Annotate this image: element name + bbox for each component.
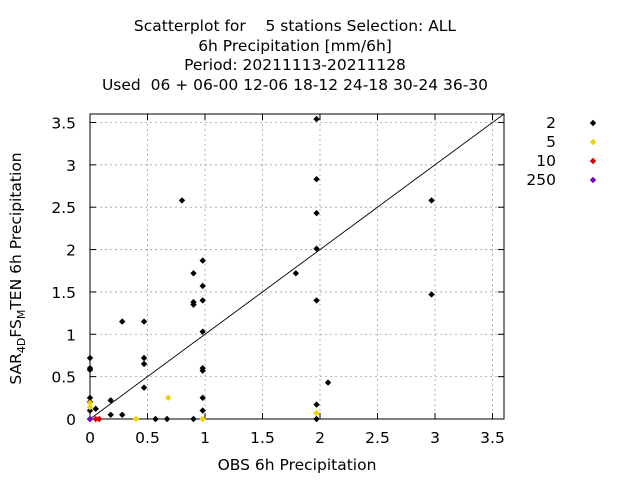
data-point-series-2	[86, 364, 94, 372]
data-point-series-2	[428, 291, 435, 298]
data-point-series-2	[140, 318, 148, 325]
y-tick-label: 0.5	[51, 369, 76, 387]
y-tick-label: 2	[66, 242, 76, 260]
data-point-series-2	[199, 407, 206, 414]
data-point-series-2	[86, 394, 94, 402]
x-tick-label: 3	[430, 429, 440, 447]
x-tick-label: 3.5	[480, 429, 505, 447]
data-points	[86, 115, 435, 423]
data-point-series-5	[313, 409, 320, 417]
data-point-series-5	[132, 415, 140, 423]
data-point-series-2	[292, 270, 300, 277]
legend-label: 5	[546, 133, 556, 151]
data-point-series-2	[313, 115, 320, 123]
data-point-series-2	[152, 415, 159, 423]
chart-title-line-3: Period: 20211113-20211128	[184, 56, 406, 74]
data-point-series-2	[190, 298, 197, 306]
chart-title-block: Scatterplot for 5 stations Selection: AL…	[0, 17, 590, 95]
legend-label: 10	[536, 152, 556, 170]
y-axis-label: SAR4DFSMTEN 6h Precipitation	[7, 152, 28, 384]
y-label-sub1: 4D	[15, 338, 28, 353]
data-point-series-2	[92, 405, 99, 413]
data-point-series-2	[324, 379, 332, 386]
legend-marker	[589, 157, 597, 165]
data-point-series-2	[199, 282, 206, 290]
y-label-tail: TEN 6h Precipitation	[7, 152, 25, 310]
x-tick-label: 1.5	[250, 429, 275, 447]
data-point-series-2	[199, 257, 206, 264]
legend-label: 2	[546, 114, 556, 132]
legend-marker	[589, 138, 597, 146]
data-point-series-5	[86, 399, 94, 407]
legend-marker	[589, 176, 597, 184]
data-point-series-2	[313, 297, 320, 304]
data-point-series-2	[313, 209, 320, 217]
x-tick-label: 2.5	[365, 429, 390, 447]
data-point-series-2	[119, 318, 126, 325]
data-point-series-2	[178, 197, 186, 204]
data-point-series-2	[199, 364, 206, 372]
plot-frame	[89, 113, 505, 420]
data-point-series-2	[313, 401, 320, 408]
y-label-base: SAR	[7, 353, 25, 385]
data-point-series-2	[190, 270, 197, 277]
y-tick-label: 3.5	[51, 114, 76, 132]
x-tick-label: 0.5	[135, 429, 160, 447]
chart-title-line-2: 6h Precipitation [mm/6h]	[198, 36, 392, 55]
data-point-series-2	[199, 297, 206, 304]
y-tick-label: 2.5	[51, 199, 76, 217]
data-point-series-10	[92, 415, 99, 423]
y-tick-label: 1.5	[51, 284, 76, 302]
data-point-series-5	[86, 403, 94, 411]
x-axis-label: OBS 6h Precipitation	[218, 456, 377, 474]
data-point-series-10	[96, 415, 103, 423]
legend-marker	[589, 119, 597, 127]
data-point-series-2	[199, 328, 206, 335]
data-point-series-2	[119, 411, 126, 418]
data-point-series-2	[86, 354, 94, 362]
data-point-series-2	[190, 415, 197, 423]
data-point-series-5	[199, 415, 206, 423]
grid-lines	[90, 114, 504, 419]
data-point-series-2	[163, 415, 171, 423]
y-label-mid: FS	[7, 319, 25, 337]
y-tick-label: 0	[66, 411, 76, 429]
data-point-series-2	[140, 384, 148, 391]
data-point-series-2	[428, 197, 435, 204]
y-tick-label: 1	[66, 326, 76, 344]
x-tick-label: 2	[315, 429, 325, 447]
data-point-series-250	[86, 415, 94, 423]
chart-title-line-4: Used 06 + 06-00 12-06 18-12 24-18 30-24 …	[101, 75, 489, 94]
data-point-series-2	[199, 394, 206, 402]
data-point-series-2	[107, 411, 114, 418]
chart-title-line-1: Scatterplot for 5 stations Selection: AL…	[133, 17, 457, 35]
data-point-series-2	[107, 397, 114, 404]
data-point-series-2	[140, 360, 148, 368]
data-point-series-5	[165, 394, 172, 402]
data-point-series-2	[313, 176, 320, 183]
y-tick-label: 3	[66, 157, 76, 175]
axis-ticks: 0 0.5 1 1.5 2 2.5 3 3.5 0 0.5 1 1.5 2 2.5 3 3.5	[51, 114, 505, 447]
diagonal-reference-line	[89, 113, 505, 420]
y-label-sub2: M	[15, 310, 28, 320]
x-tick-label: 0	[85, 429, 95, 447]
data-point-series-2	[140, 354, 148, 362]
data-point-series-2	[86, 407, 94, 414]
x-tick-label: 1	[200, 429, 210, 447]
data-point-series-2	[313, 245, 320, 252]
data-point-series-2	[313, 415, 320, 423]
legend-label: 250	[526, 171, 556, 189]
